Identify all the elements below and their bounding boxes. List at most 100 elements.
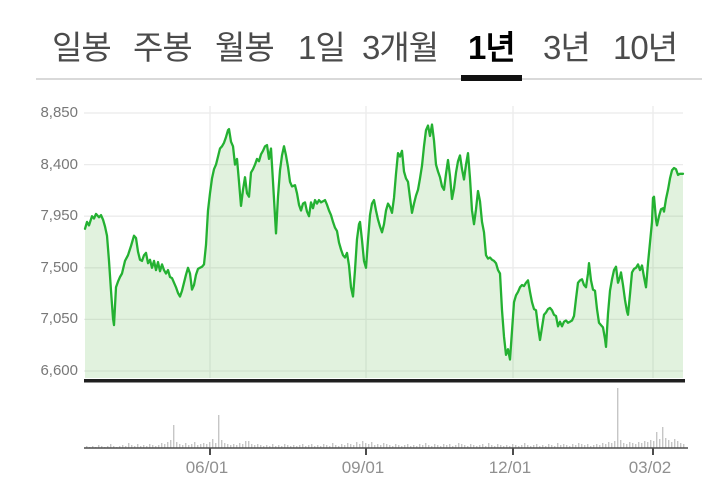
- volume-bar: [425, 443, 427, 448]
- volume-bar: [545, 446, 547, 448]
- volume-bar: [101, 446, 103, 448]
- volume-bar: [323, 444, 325, 448]
- volume-bar: [386, 444, 388, 448]
- volume-bar: [215, 443, 217, 448]
- volume-bar: [452, 446, 454, 448]
- volume-bar: [599, 445, 601, 448]
- tab-1year[interactable]: 1년: [468, 29, 516, 66]
- volume-bar: [671, 442, 673, 448]
- volume-bar: [590, 446, 592, 448]
- volume-bar: [593, 445, 595, 448]
- volume-bar: [320, 446, 322, 448]
- volume-bar: [227, 444, 229, 448]
- volume-bar: [518, 446, 520, 448]
- volume-bar: [179, 444, 181, 448]
- volume-bar: [368, 444, 370, 448]
- volume-bar: [272, 444, 274, 448]
- volume-bar: [674, 439, 676, 448]
- volume-bar: [536, 444, 538, 448]
- volume-bar: [680, 443, 682, 448]
- volume-bar: [515, 445, 517, 448]
- volume-bar: [629, 442, 631, 448]
- volume-bar: [677, 441, 679, 448]
- tab-daily[interactable]: 일봉: [52, 29, 112, 66]
- volume-bar: [494, 446, 496, 448]
- volume-bar: [683, 444, 685, 448]
- volume-bar: [527, 445, 529, 448]
- tab-3month[interactable]: 3개월: [362, 29, 439, 66]
- volume-bar: [341, 444, 343, 448]
- volume-bar: [665, 438, 667, 448]
- tab-monthly[interactable]: 월봉: [215, 29, 275, 66]
- volume-bar: [128, 443, 130, 448]
- volume-bar: [596, 444, 598, 448]
- y-axis-label: 8,400: [40, 156, 78, 173]
- volume-bar: [404, 445, 406, 448]
- volume-bar: [563, 444, 565, 448]
- volume-bar: [374, 445, 376, 448]
- volume-bar: [110, 444, 112, 448]
- volume-bar: [632, 443, 634, 448]
- volume-bar: [380, 445, 382, 448]
- volume-bar: [377, 444, 379, 448]
- volume-bar: [383, 443, 385, 448]
- y-axis-label: 6,600: [40, 362, 78, 379]
- tab-3year[interactable]: 3년: [543, 29, 591, 66]
- volume-bar: [353, 445, 355, 448]
- volume-bar: [608, 442, 610, 448]
- volume-bar: [605, 444, 607, 448]
- volume-bar: [281, 446, 283, 448]
- volume-bar: [329, 446, 331, 448]
- volume-bar: [440, 446, 442, 448]
- volume-bar: [617, 388, 619, 448]
- volume-bar: [581, 444, 583, 448]
- tab-1day[interactable]: 1일: [298, 29, 346, 66]
- y-axis-label: 7,950: [40, 207, 78, 224]
- x-axis-label: 06/01: [185, 458, 229, 477]
- tab-10year[interactable]: 10년: [613, 29, 678, 66]
- volume-bar: [251, 444, 253, 448]
- y-axis-label: 8,850: [40, 104, 78, 121]
- volume-bar: [584, 445, 586, 448]
- volume-bar: [146, 446, 148, 448]
- tab-weekly[interactable]: 주봉: [133, 29, 193, 66]
- volume-bar: [356, 442, 358, 448]
- volume-bar: [203, 443, 205, 448]
- volume-bar: [164, 444, 166, 448]
- volume-bar: [200, 444, 202, 448]
- volume-bar: [137, 444, 139, 448]
- volume-bar: [476, 446, 478, 448]
- volume-bar: [548, 444, 550, 448]
- volume-bar: [167, 442, 169, 448]
- volume-bar: [434, 444, 436, 448]
- volume-bar: [443, 444, 445, 448]
- x-axis-label: 12/01: [488, 458, 532, 477]
- volume-bar: [335, 445, 337, 448]
- volume-bar: [176, 442, 178, 448]
- volume-bar: [170, 440, 172, 448]
- volume-bar: [398, 445, 400, 448]
- volume-bar: [299, 445, 301, 448]
- volume-bar: [269, 446, 271, 448]
- volume-bar: [185, 443, 187, 448]
- volume-bar: [371, 442, 373, 448]
- volume-bar: [626, 444, 628, 448]
- volume-bar: [86, 446, 88, 448]
- volume-bar: [413, 445, 415, 448]
- volume-bar: [635, 444, 637, 448]
- volume-bar: [287, 445, 289, 448]
- volume-bar: [188, 445, 190, 448]
- volume-bar: [431, 446, 433, 448]
- volume-bar: [308, 445, 310, 448]
- volume-bar: [92, 446, 94, 448]
- volume-bar: [389, 445, 391, 448]
- volume-bar: [488, 443, 490, 448]
- volume-bar: [359, 444, 361, 448]
- volume-bar: [512, 444, 514, 448]
- x-axis-label: 09/01: [341, 458, 385, 477]
- volume-bar: [497, 444, 499, 448]
- volume-bar: [245, 441, 247, 448]
- volume-bar: [230, 445, 232, 448]
